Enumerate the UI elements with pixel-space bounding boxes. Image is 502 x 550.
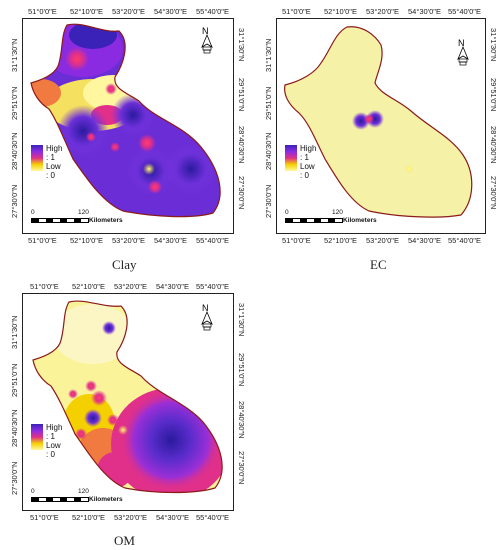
x-tick: 51°0'0"E <box>30 513 59 522</box>
y-tick: 29°51'0"N <box>237 353 246 387</box>
x-tick: 55°40'0"E <box>448 7 481 16</box>
y-tick: 31°1'30"N <box>489 28 498 62</box>
map-panel-om: 51°0'0"E 52°10'0"E 53°20'0"E 54°30'0"E 5… <box>0 275 250 550</box>
y-tick: 28°40'30"N <box>10 409 19 447</box>
scale-ruler <box>31 218 89 223</box>
legend-high: High : 1 <box>46 423 63 441</box>
x-tick: 51°0'0"E <box>282 236 311 245</box>
x-tick: 51°0'0"E <box>282 7 311 16</box>
north-arrow-icon: N <box>455 37 471 67</box>
x-tick: 55°40'0"E <box>196 236 229 245</box>
x-tick: 52°10'0"E <box>324 236 357 245</box>
scale-ruler <box>31 497 89 502</box>
legend-high: High : 1 <box>300 144 317 162</box>
scale-zero: 0 <box>31 488 35 495</box>
svg-text:N: N <box>202 26 209 36</box>
x-tick: 51°0'0"E <box>28 236 57 245</box>
panel-caption: Clay <box>112 257 137 272</box>
legend-color-ramp <box>31 424 43 450</box>
svg-text:N: N <box>202 303 209 313</box>
y-tick: 27°30'0"N <box>10 184 19 218</box>
x-tick: 54°30'0"E <box>154 236 187 245</box>
y-tick: 28°40'30"N <box>10 132 19 170</box>
y-tick: 27°30'0"N <box>237 176 246 210</box>
y-tick: 28°40'30"N <box>264 132 273 170</box>
ec-hotspot <box>364 114 374 124</box>
ec-map <box>284 26 473 218</box>
y-tick: 27°30'0"N <box>489 176 498 210</box>
y-tick: 31°1'30"N <box>264 38 273 72</box>
y-tick: 29°51'0"N <box>489 78 498 112</box>
x-tick: 55°40'0"E <box>196 282 229 291</box>
scale-distance: 120 <box>78 488 89 495</box>
legend-low: Low : 0 <box>300 162 315 180</box>
x-tick: 53°20'0"E <box>114 513 147 522</box>
panel-caption: EC <box>370 257 387 272</box>
x-tick: 52°10'0"E <box>324 7 357 16</box>
x-tick: 52°10'0"E <box>70 236 103 245</box>
y-tick: 29°51'0"N <box>237 78 246 112</box>
ec-hotspot <box>405 165 413 173</box>
scale-distance: 120 <box>332 209 343 216</box>
clay-map <box>30 23 221 218</box>
om-map <box>32 300 223 494</box>
x-tick: 54°30'0"E <box>408 236 441 245</box>
y-tick: 28°40'30"N <box>237 401 246 439</box>
y-tick: 31°1'30"N <box>237 28 246 62</box>
x-tick: 52°10'0"E <box>72 282 105 291</box>
map-panel-clay: 51°0'0"E 52°10'0"E 53°20'0"E 54°30'0"E 5… <box>0 0 250 275</box>
y-tick: 27°30'0"N <box>264 184 273 218</box>
x-tick: 54°30'0"E <box>156 282 189 291</box>
y-tick: 31°1'30"N <box>237 303 246 337</box>
x-tick: 53°20'0"E <box>114 282 147 291</box>
scale-units: Kilometers <box>89 217 123 224</box>
legend-color-ramp <box>31 145 43 171</box>
map-panel-ec: 51°0'0"E 52°10'0"E 53°20'0"E 54°30'0"E 5… <box>252 0 502 275</box>
x-tick: 53°20'0"E <box>112 7 145 16</box>
y-tick: 29°51'0"N <box>10 86 19 120</box>
x-tick: 51°0'0"E <box>28 7 57 16</box>
scale-ruler <box>285 218 343 223</box>
legend-low: Low : 0 <box>46 441 61 459</box>
y-tick: 27°30'0"N <box>237 451 246 485</box>
map-frame: N High : 1 Low : 0 0 120 Kilometers <box>276 18 486 234</box>
north-arrow-icon: N <box>199 302 215 332</box>
x-tick: 53°20'0"E <box>112 236 145 245</box>
svg-text:N: N <box>458 38 465 48</box>
x-tick: 54°30'0"E <box>154 7 187 16</box>
province-boundary <box>30 23 221 218</box>
scale-zero: 0 <box>285 209 289 216</box>
x-tick: 54°30'0"E <box>408 7 441 16</box>
map-frame: N High : 1 Low : 0 0 120 Kilometers <box>22 293 234 511</box>
y-tick: 27°30'0"N <box>10 461 19 495</box>
x-tick: 55°40'0"E <box>196 513 229 522</box>
legend-color-ramp <box>285 145 297 171</box>
province-boundary <box>32 300 223 494</box>
scale-zero: 0 <box>31 209 35 216</box>
y-tick: 28°40'30"N <box>237 126 246 164</box>
legend-high: High : 1 <box>46 144 63 162</box>
map-frame: N High : 1 Low : 0 0 120 Kilometers <box>22 18 234 234</box>
x-tick: 53°20'0"E <box>366 236 399 245</box>
x-tick: 53°20'0"E <box>366 7 399 16</box>
scale-distance: 120 <box>78 209 89 216</box>
y-tick: 28°40'30"N <box>489 126 498 164</box>
y-tick: 29°51'0"N <box>10 363 19 397</box>
x-tick: 55°40'0"E <box>448 236 481 245</box>
y-tick: 29°51'0"N <box>264 86 273 120</box>
panel-caption: OM <box>114 533 135 548</box>
y-tick: 31°1'30"N <box>10 38 19 72</box>
scale-units: Kilometers <box>89 496 123 503</box>
x-tick: 52°10'0"E <box>72 513 105 522</box>
x-tick: 54°30'0"E <box>156 513 189 522</box>
scale-units: Kilometers <box>343 217 377 224</box>
north-arrow-icon: N <box>199 25 215 55</box>
legend-low: Low : 0 <box>46 162 61 180</box>
x-tick: 55°40'0"E <box>196 7 229 16</box>
x-tick: 51°0'0"E <box>30 282 59 291</box>
y-tick: 31°1'30"N <box>10 315 19 349</box>
x-tick: 52°10'0"E <box>70 7 103 16</box>
